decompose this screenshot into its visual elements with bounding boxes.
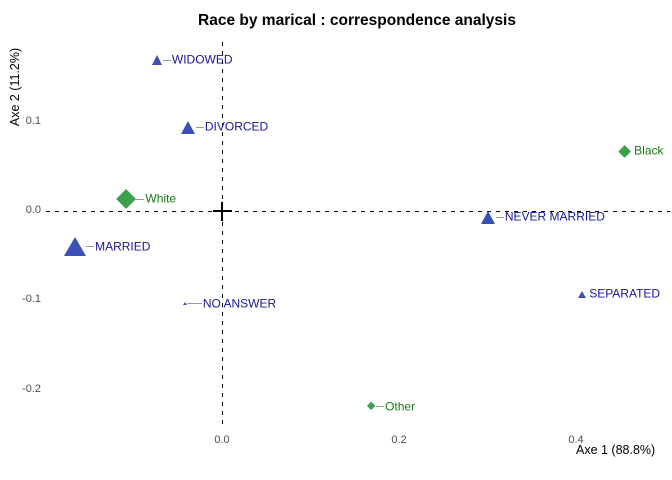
y-tick-label: 0.1 — [25, 114, 41, 127]
x-tick-label: 0.2 — [391, 434, 407, 446]
triangle-marker-divorced — [180, 120, 195, 134]
label-connector — [86, 246, 95, 248]
label-connector — [162, 59, 171, 61]
point-label-separated: SEPARATED — [589, 286, 661, 301]
y-axis-title: Axe 2 (11.2%) — [8, 47, 22, 127]
label-connector — [186, 303, 202, 305]
x-tick-label: 0.0 — [214, 434, 230, 446]
label-connector — [136, 198, 145, 200]
x-axis-title: Axe 1 (88.8%) — [576, 443, 656, 457]
triangle-marker-married — [64, 237, 87, 257]
point-label-married: MARRIED — [95, 239, 151, 254]
horizontal-zero-dashed-line — [46, 211, 670, 212]
triangle-marker-never-married — [480, 210, 495, 224]
point-label-never-married: NEVER MARRIED — [504, 209, 605, 224]
point-label-white: White — [145, 192, 177, 207]
x-tick-label: 0.4 — [568, 434, 584, 446]
point-label-other: Other — [385, 399, 416, 414]
diamond-marker-black — [618, 144, 632, 158]
diamond-marker-other — [367, 402, 377, 412]
label-connector — [376, 406, 385, 408]
triangle-marker-widowed — [151, 55, 162, 66]
label-connector — [495, 216, 504, 218]
vertical-zero-dashed-line — [222, 42, 223, 428]
point-label-divorced: DIVORCED — [204, 119, 269, 134]
triangle-marker-no-answer — [182, 302, 187, 306]
point-label-widowed: WIDOWED — [171, 52, 233, 67]
origin-cross-vertical — [221, 202, 224, 221]
label-connector — [195, 126, 204, 128]
point-label-no-answer: NO ANSWER — [202, 296, 277, 311]
y-tick-label: -0.2 — [22, 382, 41, 395]
triangle-marker-separated — [578, 290, 587, 298]
point-label-black: Black — [634, 143, 664, 158]
diamond-marker-white — [116, 189, 137, 210]
y-tick-label: 0.0 — [25, 204, 41, 216]
chart-title: Race by marical : correspondence analysi… — [198, 12, 516, 29]
y-tick-label: -0.1 — [22, 293, 41, 306]
